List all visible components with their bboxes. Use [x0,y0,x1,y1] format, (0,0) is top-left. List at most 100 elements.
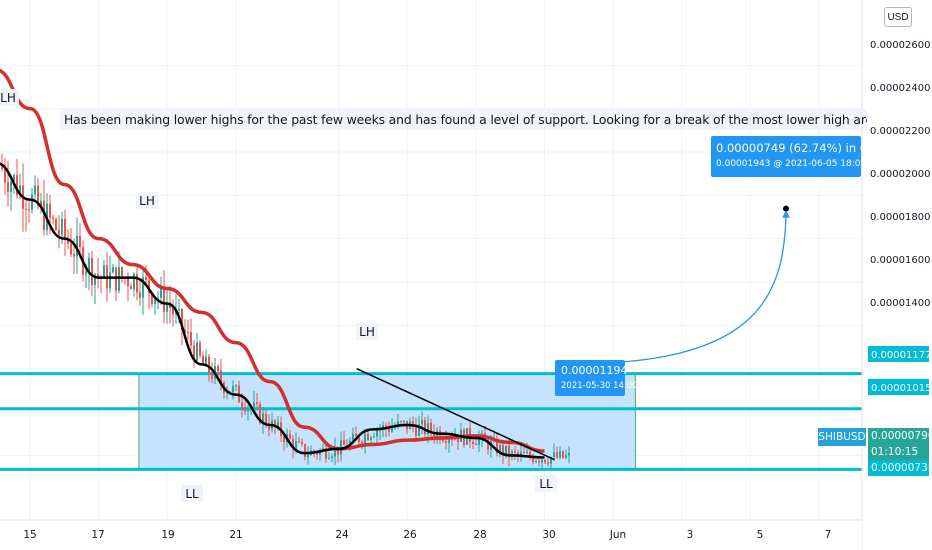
candle-body [292,438,294,449]
candle-body [52,217,54,220]
candle-body [322,448,324,451]
candle-body [358,436,360,443]
candle-body [40,200,42,206]
candle-body [19,185,21,196]
candle-body [1,167,3,169]
candle-body [76,236,78,257]
candle-body [550,457,552,464]
candle-body [316,452,318,455]
candle-body [424,420,426,435]
candle-body [121,267,123,278]
candle-body [343,440,345,446]
candle-body [274,420,276,427]
candle-body [361,442,363,444]
candle-body [10,181,12,193]
candle-body [433,432,435,438]
annotation-label: LL [539,477,553,491]
candle-body [445,440,447,443]
candle-body [553,452,555,458]
candle-body [16,175,18,196]
candle-body [385,425,387,429]
candle-body [568,453,570,456]
annotation-bg [0,89,19,106]
candle-body [160,286,162,298]
candle-body [268,424,270,430]
candle-body [61,218,63,235]
candle-body [478,437,480,445]
price-callout-value: 0.00001194 [561,364,628,377]
candle-body [499,444,501,454]
candle-body [442,440,444,442]
candle-body [475,444,477,446]
candle-body [139,292,141,298]
candle-body [265,413,267,425]
candle-body [541,459,543,463]
candle-body [136,273,138,293]
candle-body [277,422,279,427]
candle-body [565,455,567,458]
ema-slow-line [0,68,545,453]
candle-body [523,452,525,454]
candle-body [367,433,369,440]
candle-body [259,403,261,424]
x-tick-label: 21 [229,529,242,541]
level-label: 0.00001177 [871,350,931,361]
candle-body [472,441,474,445]
candle-body [535,460,537,463]
candle-body [298,441,300,443]
projection-path [567,205,790,367]
candle-body [418,424,420,436]
projection-arrowhead [782,210,790,218]
candle-body [532,456,534,463]
candle-body [37,185,39,206]
candle-body [352,433,354,441]
projection-target: 0.00001943 @ 2021-06-05 18:00 [716,159,867,169]
candle-body [130,286,132,290]
y-tick-label: 0.00001800 [870,212,930,223]
candle-body [301,441,303,445]
annotation-bg [535,475,557,492]
x-tick-label: 30 [542,529,555,541]
candle-body [562,451,564,458]
ema-fast-line [0,162,545,459]
candle-body [88,257,90,272]
trendline [356,367,555,461]
candle-body [430,422,432,433]
candle-body [529,451,531,457]
candle-body [544,459,546,463]
candle-body [232,386,234,393]
candle-body [331,456,333,459]
candle-body [439,430,441,441]
time-axis-bg [0,520,862,550]
candle-body [208,356,210,373]
candle-body [109,272,111,289]
x-tick-label: 15 [23,529,36,541]
candle-body [520,452,522,455]
candle-body [391,427,393,432]
level-label-bg [868,346,929,362]
candle-body [43,200,45,231]
candle-body [388,428,390,432]
candle-body [382,425,384,430]
x-tick-label: 3 [687,529,694,541]
candle-body [193,345,195,361]
candle-body [514,451,516,453]
y-tick-label: 0.00002200 [870,126,930,137]
countdown-label: 01:10:15 [868,444,929,460]
candle-body [55,219,57,230]
currency-badge[interactable]: USD [884,7,912,27]
candle-body [163,286,165,312]
candle-body [97,274,99,278]
y-tick-label: 0.00002600 [870,40,930,51]
trendline-segment [356,367,555,461]
candle-body [355,433,357,437]
annotation-bg [356,323,378,340]
candle-body [256,402,258,404]
candle-body [133,273,135,290]
candle-body [304,444,306,457]
candle-body [538,460,540,463]
candle-body [376,430,378,437]
candle-body [94,274,96,285]
candle-body [502,444,504,456]
